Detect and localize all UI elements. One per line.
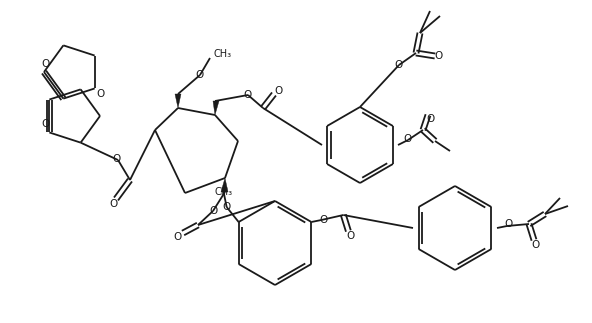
Polygon shape (175, 94, 181, 108)
Text: O: O (435, 51, 443, 61)
Text: O: O (505, 219, 513, 229)
Text: O: O (41, 58, 50, 68)
Text: O: O (319, 215, 327, 225)
Text: O: O (174, 232, 182, 242)
Text: O: O (223, 202, 231, 212)
Text: O: O (196, 70, 204, 80)
Polygon shape (221, 178, 228, 192)
Text: O: O (244, 90, 252, 100)
Text: O: O (404, 134, 412, 144)
Text: O: O (41, 120, 50, 130)
Text: O: O (346, 231, 355, 241)
Text: O: O (109, 199, 117, 209)
Text: O: O (112, 154, 120, 164)
Text: CH₃: CH₃ (214, 187, 233, 197)
Text: O: O (96, 89, 104, 99)
Text: O: O (210, 206, 218, 216)
Text: O: O (395, 60, 403, 70)
Text: O: O (532, 240, 540, 250)
Text: O: O (427, 114, 435, 124)
Text: O: O (275, 86, 283, 96)
Text: CH₃: CH₃ (213, 49, 231, 59)
Polygon shape (213, 101, 219, 115)
